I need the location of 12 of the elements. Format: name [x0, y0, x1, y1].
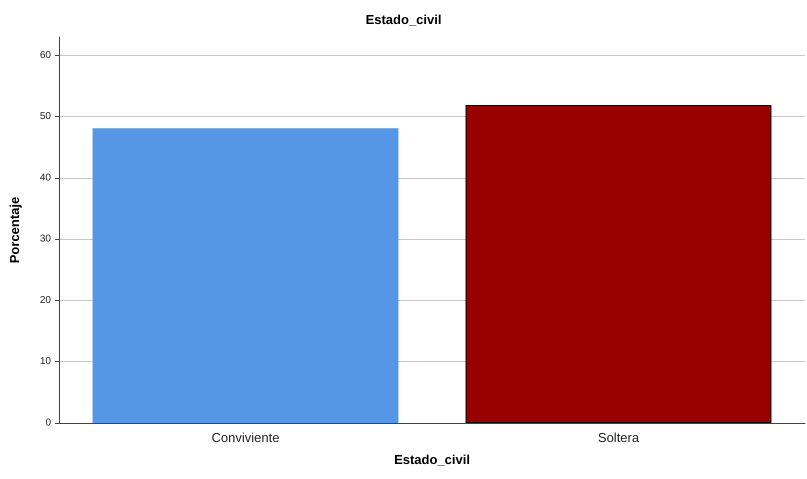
y-tick-label: 0: [45, 418, 52, 428]
x-tick-label: Soltera: [598, 430, 640, 445]
y-tick-label: 30: [40, 234, 52, 245]
y-tick-label: 40: [40, 172, 52, 184]
y-tick-label: 20: [40, 294, 52, 306]
x-tick-label: Conviviente: [212, 430, 280, 445]
y-axis-title: Porcentaje: [7, 196, 22, 264]
y-tick-label: 50: [40, 111, 52, 122]
y-tick-label: 10: [40, 356, 52, 368]
x-axis-title: Estado_civil: [394, 452, 470, 467]
y-tick-label: 60: [40, 50, 52, 61]
chart-title: Estado_civil: [366, 12, 442, 27]
